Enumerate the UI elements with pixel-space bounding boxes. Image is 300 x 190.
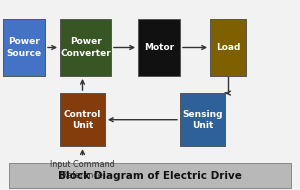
Text: Power
Converter: Power Converter <box>60 37 111 58</box>
Text: Motor: Motor <box>144 43 174 52</box>
Text: Control
Unit: Control Unit <box>64 110 101 130</box>
Text: Power
Source: Power Source <box>6 37 42 58</box>
Text: Input Command
(Reference): Input Command (Reference) <box>50 160 115 180</box>
Text: Sensing
Unit: Sensing Unit <box>182 110 223 130</box>
Bar <box>138 19 180 76</box>
Bar <box>9 163 291 188</box>
Text: Load: Load <box>216 43 240 52</box>
Bar <box>3 19 45 76</box>
Bar <box>180 93 225 146</box>
Bar <box>60 93 105 146</box>
Bar <box>60 19 111 76</box>
Text: Block Diagram of Electric Drive: Block Diagram of Electric Drive <box>58 171 242 181</box>
Bar <box>210 19 246 76</box>
